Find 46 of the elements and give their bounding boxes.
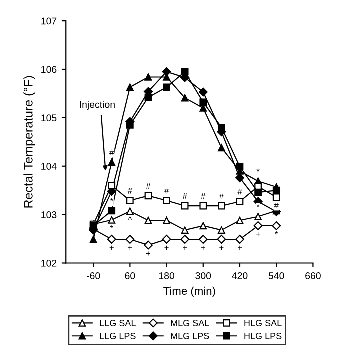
legend-label: MLG LPS bbox=[171, 332, 210, 340]
annotation: + bbox=[220, 246, 224, 250]
annotation: # bbox=[274, 202, 279, 209]
annotation: + bbox=[164, 246, 169, 250]
annotation: + bbox=[238, 246, 242, 250]
y-tick-label: 104 bbox=[42, 163, 57, 170]
annotation: Injection bbox=[80, 101, 115, 110]
x-tick-label: -60 bbox=[86, 272, 100, 280]
annotation: + bbox=[146, 252, 150, 256]
legend-label: LLG SAL bbox=[100, 320, 136, 326]
annotation: + bbox=[201, 246, 206, 250]
annotation: * bbox=[256, 168, 260, 172]
annotation: * bbox=[275, 231, 278, 234]
annotation: * bbox=[110, 226, 114, 229]
x-tick-label: 540 bbox=[268, 272, 284, 280]
x-tick-label: 180 bbox=[159, 272, 175, 280]
y-tick-label: 106 bbox=[42, 66, 57, 74]
annotation: # bbox=[238, 189, 242, 195]
legend-label: MLG SAL bbox=[171, 320, 210, 326]
annotation: # bbox=[110, 150, 114, 156]
annotation: # bbox=[201, 194, 206, 200]
legend-label: HLG SAL bbox=[244, 320, 282, 326]
y-tick-label: 103 bbox=[42, 212, 57, 218]
annotation: # bbox=[182, 194, 188, 200]
annotation: + bbox=[128, 246, 132, 250]
annotation: + bbox=[110, 246, 114, 250]
annotation: # bbox=[146, 183, 151, 190]
annotation: * bbox=[256, 204, 260, 208]
annotation: # bbox=[164, 188, 170, 194]
annotation: ^ bbox=[128, 216, 132, 220]
y-tick-label: 102 bbox=[42, 260, 57, 267]
x-tick-label: 660 bbox=[306, 272, 321, 280]
x-tick-label: 60 bbox=[125, 272, 136, 280]
legend-label: HLG LPS bbox=[244, 332, 282, 340]
x-axis-title: Time (min) bbox=[164, 286, 216, 298]
annotation: + bbox=[256, 232, 260, 236]
annotation: # bbox=[219, 194, 224, 200]
x-tick-label: 300 bbox=[196, 272, 212, 280]
annotation: + bbox=[183, 246, 188, 250]
legend-label: LLG LPS bbox=[100, 332, 136, 340]
y-axis-title: Rectal Temperature (°F) bbox=[24, 76, 36, 208]
y-tick-label: 105 bbox=[42, 114, 57, 122]
y-tick-label: 107 bbox=[42, 18, 57, 25]
x-tick-label: 420 bbox=[232, 272, 248, 280]
annotation: * bbox=[110, 198, 114, 202]
annotation: # bbox=[128, 188, 132, 194]
